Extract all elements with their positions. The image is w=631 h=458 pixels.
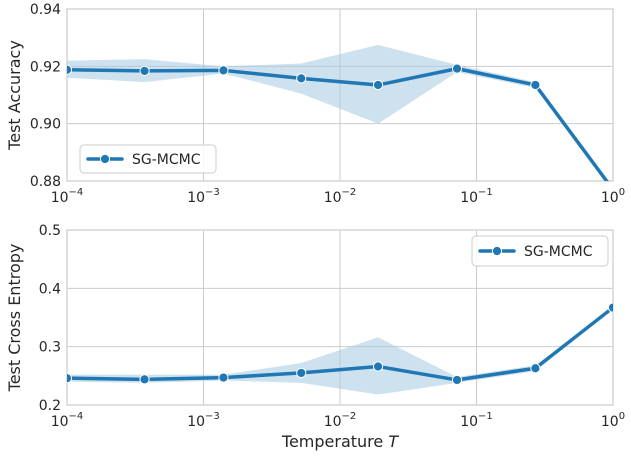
legend-marker-swatch: [491, 245, 503, 257]
y-tick-label: 0.4: [39, 281, 61, 297]
data-point: [296, 73, 307, 84]
y-axis-label: Test Accuracy: [5, 40, 24, 151]
data-point: [218, 65, 229, 76]
data-point: [451, 63, 463, 74]
x-tick-base: 10: [51, 414, 69, 430]
data-point: [451, 374, 463, 386]
x-tick-exponent: −3: [205, 411, 220, 422]
x-axis-label: Temperature T: [281, 432, 399, 451]
x-tick-exponent: 0: [619, 411, 625, 422]
data-point: [67, 64, 73, 75]
legend-box: [471, 235, 609, 267]
x-tick-label: 10−3: [187, 187, 220, 206]
x-tick-label: 100: [601, 187, 625, 206]
x-tick-base: 10: [187, 414, 205, 430]
y-tick-label: 0.92: [30, 59, 61, 75]
data-point: [530, 363, 541, 374]
confidence-band: [67, 307, 613, 395]
x-tick-exponent: −1: [478, 411, 493, 422]
x-tick-label: 100: [601, 411, 625, 430]
x-tick-exponent: 0: [619, 187, 625, 198]
y-axis-label: Test Cross Entropy: [5, 244, 24, 393]
x-tick-label: 10−4: [51, 411, 84, 430]
x-tick-label: 10−2: [324, 187, 357, 206]
y-tick-label: 0.88: [30, 174, 61, 190]
x-tick-label: 10−3: [187, 411, 220, 430]
x-tick-base: 10: [187, 190, 205, 206]
plot-data: [67, 302, 613, 395]
legend: SG-MCMC: [471, 235, 609, 267]
x-tick-exponent: −2: [342, 187, 357, 198]
y-tick-label: 0.5: [39, 223, 61, 239]
x-tick-exponent: −4: [69, 187, 84, 198]
y-tick-label: 0.3: [39, 340, 61, 356]
data-point: [530, 79, 541, 91]
x-axis-label-variable: T: [388, 432, 399, 451]
x-tick-exponent: −3: [205, 187, 220, 198]
data-point: [372, 361, 384, 372]
x-tick-exponent: −4: [69, 411, 84, 422]
series-line: [67, 305, 613, 382]
data-point: [296, 367, 307, 379]
x-tick-label: 10−1: [460, 187, 493, 206]
data-point: [67, 373, 73, 384]
x-tick-base: 10: [601, 190, 619, 206]
x-tick-base: 10: [460, 414, 478, 430]
x-axis-label-text: Temperature: [281, 432, 388, 451]
data-point: [139, 65, 150, 77]
legend-box: [79, 144, 217, 174]
data-point: [218, 372, 229, 383]
legend: SG-MCMC: [79, 144, 217, 174]
plot-data: [67, 44, 609, 181]
x-tick-label: 10−1: [460, 411, 493, 430]
x-tick-label: 10−4: [51, 187, 84, 206]
legend-label: SG-MCMC: [524, 244, 593, 260]
y-tick-label: 0.94: [30, 2, 61, 18]
x-tick-exponent: −1: [478, 187, 493, 198]
x-tick-base: 10: [601, 414, 619, 430]
x-tick-base: 10: [324, 414, 342, 430]
data-point: [607, 302, 613, 313]
x-tick-base: 10: [324, 190, 342, 206]
confidence-band: [67, 44, 607, 181]
data-point: [139, 374, 150, 385]
x-tick-exponent: −2: [342, 411, 357, 422]
series-line: [67, 66, 609, 181]
legend-marker-swatch: [99, 153, 111, 165]
x-tick-label: 10−2: [324, 411, 357, 430]
y-tick-label: 0.2: [39, 398, 61, 414]
y-tick-label: 0.90: [30, 117, 61, 133]
legend-label: SG-MCMC: [132, 152, 201, 168]
data-point: [372, 79, 384, 91]
x-tick-base: 10: [51, 190, 69, 206]
x-tick-base: 10: [460, 190, 478, 206]
